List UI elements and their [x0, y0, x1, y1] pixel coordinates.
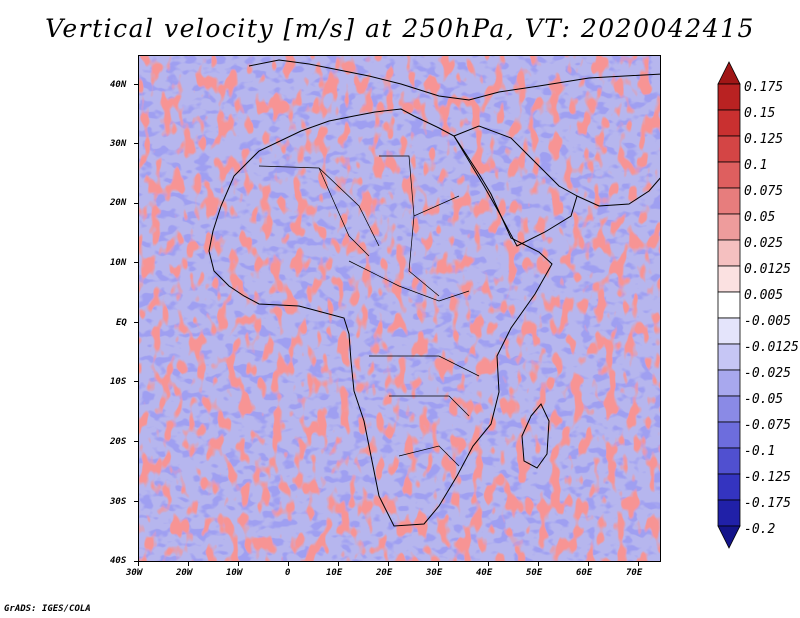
colorbar-cell — [717, 161, 741, 189]
lat-label: 30S — [110, 497, 127, 507]
lon-tick — [288, 562, 289, 566]
colorbar-label: 0.1 — [744, 158, 768, 173]
colorbar-label: 0.175 — [744, 80, 784, 95]
lon-label: 20W — [176, 568, 193, 578]
colorbar-cell — [717, 395, 741, 423]
lon-tick — [438, 562, 439, 566]
lat-tick — [134, 203, 138, 204]
lon-tick — [588, 562, 589, 566]
colorbar-label: 0.05 — [744, 210, 776, 225]
colorbar-label: -0.075 — [744, 418, 791, 433]
lon-label: 10W — [226, 568, 243, 578]
colorbar-cell — [717, 83, 741, 111]
lon-label: 20E — [376, 568, 393, 578]
lon-tick — [138, 562, 139, 566]
colorbar-label: 0.025 — [744, 236, 784, 251]
colorbar-cell — [717, 447, 741, 475]
colorbar-cell — [717, 187, 741, 215]
colorbar-cell — [717, 317, 741, 345]
lat-label: 40N — [110, 80, 127, 90]
borders — [258, 155, 480, 467]
europe-coast — [248, 59, 660, 101]
lon-tick — [638, 562, 639, 566]
lon-label: 10E — [326, 568, 343, 578]
colorbar-label: -0.125 — [744, 470, 791, 485]
lon-label: 50E — [526, 568, 543, 578]
colorbar-label: 0.15 — [744, 106, 776, 121]
south-asia-coast — [576, 177, 660, 207]
colorbar-cell — [717, 265, 741, 293]
colorbar-cell — [717, 61, 741, 85]
lat-label: EQ — [116, 318, 127, 328]
map-area — [138, 55, 661, 562]
arabian-peninsula — [453, 125, 578, 247]
colorbar-cell — [717, 499, 741, 527]
lon-tick — [338, 562, 339, 566]
lon-tick — [238, 562, 239, 566]
lat-tick — [134, 322, 138, 323]
colorbar-cell — [717, 213, 741, 241]
colorbar-cell — [717, 525, 741, 549]
colorbar-label: -0.005 — [744, 314, 791, 329]
colorbar-cell — [717, 369, 741, 397]
colorbar-cell — [717, 109, 741, 137]
lon-label: 60E — [576, 568, 593, 578]
lon-label: 0 — [285, 568, 291, 578]
colorbar-label: -0.025 — [744, 366, 791, 381]
lon-label: 40E — [476, 568, 493, 578]
colorbar-cell — [717, 343, 741, 371]
colorbar-label: -0.1 — [744, 444, 776, 459]
lat-label: 40S — [110, 556, 127, 566]
map-svg — [139, 56, 660, 561]
lat-label: 30N — [110, 139, 127, 149]
lat-tick — [134, 143, 138, 144]
grads-credit: GrADS: IGES/COLA — [4, 604, 91, 614]
lat-tick — [134, 501, 138, 502]
lat-label: 20N — [110, 198, 127, 208]
lon-label: 70E — [626, 568, 643, 578]
colorbar-label: -0.2 — [744, 522, 776, 537]
coastlines — [208, 59, 660, 527]
colorbar-label: 0.005 — [744, 288, 784, 303]
lat-tick — [134, 381, 138, 382]
chart-title: Vertical velocity [m/s] at 250hPa, VT: 2… — [45, 14, 755, 43]
lat-tick — [134, 561, 138, 562]
colorbar-cell — [717, 291, 741, 319]
lon-label: 30E — [426, 568, 443, 578]
colorbar — [717, 61, 741, 549]
lon-tick — [388, 562, 389, 566]
colorbar-label: -0.05 — [744, 392, 784, 407]
colorbar-label: -0.175 — [744, 496, 791, 511]
lat-tick — [134, 262, 138, 263]
colorbar-label: 0.075 — [744, 184, 784, 199]
lat-tick — [134, 84, 138, 85]
madagascar — [521, 403, 550, 469]
lat-label: 10S — [110, 377, 127, 387]
colorbar-cell — [717, 473, 741, 501]
lon-tick — [488, 562, 489, 566]
colorbar-cell — [717, 239, 741, 267]
colorbar-label: 0.125 — [744, 132, 784, 147]
lon-label: 30W — [126, 568, 143, 578]
velocity-field — [139, 56, 660, 561]
lon-tick — [188, 562, 189, 566]
lat-label: 10N — [110, 258, 127, 268]
lat-label: 20S — [110, 437, 127, 447]
colorbar-label: -0.0125 — [744, 340, 799, 355]
lon-tick — [538, 562, 539, 566]
colorbar-cell — [717, 421, 741, 449]
colorbar-cell — [717, 135, 741, 163]
lat-tick — [134, 441, 138, 442]
colorbar-label: 0.0125 — [744, 262, 791, 277]
